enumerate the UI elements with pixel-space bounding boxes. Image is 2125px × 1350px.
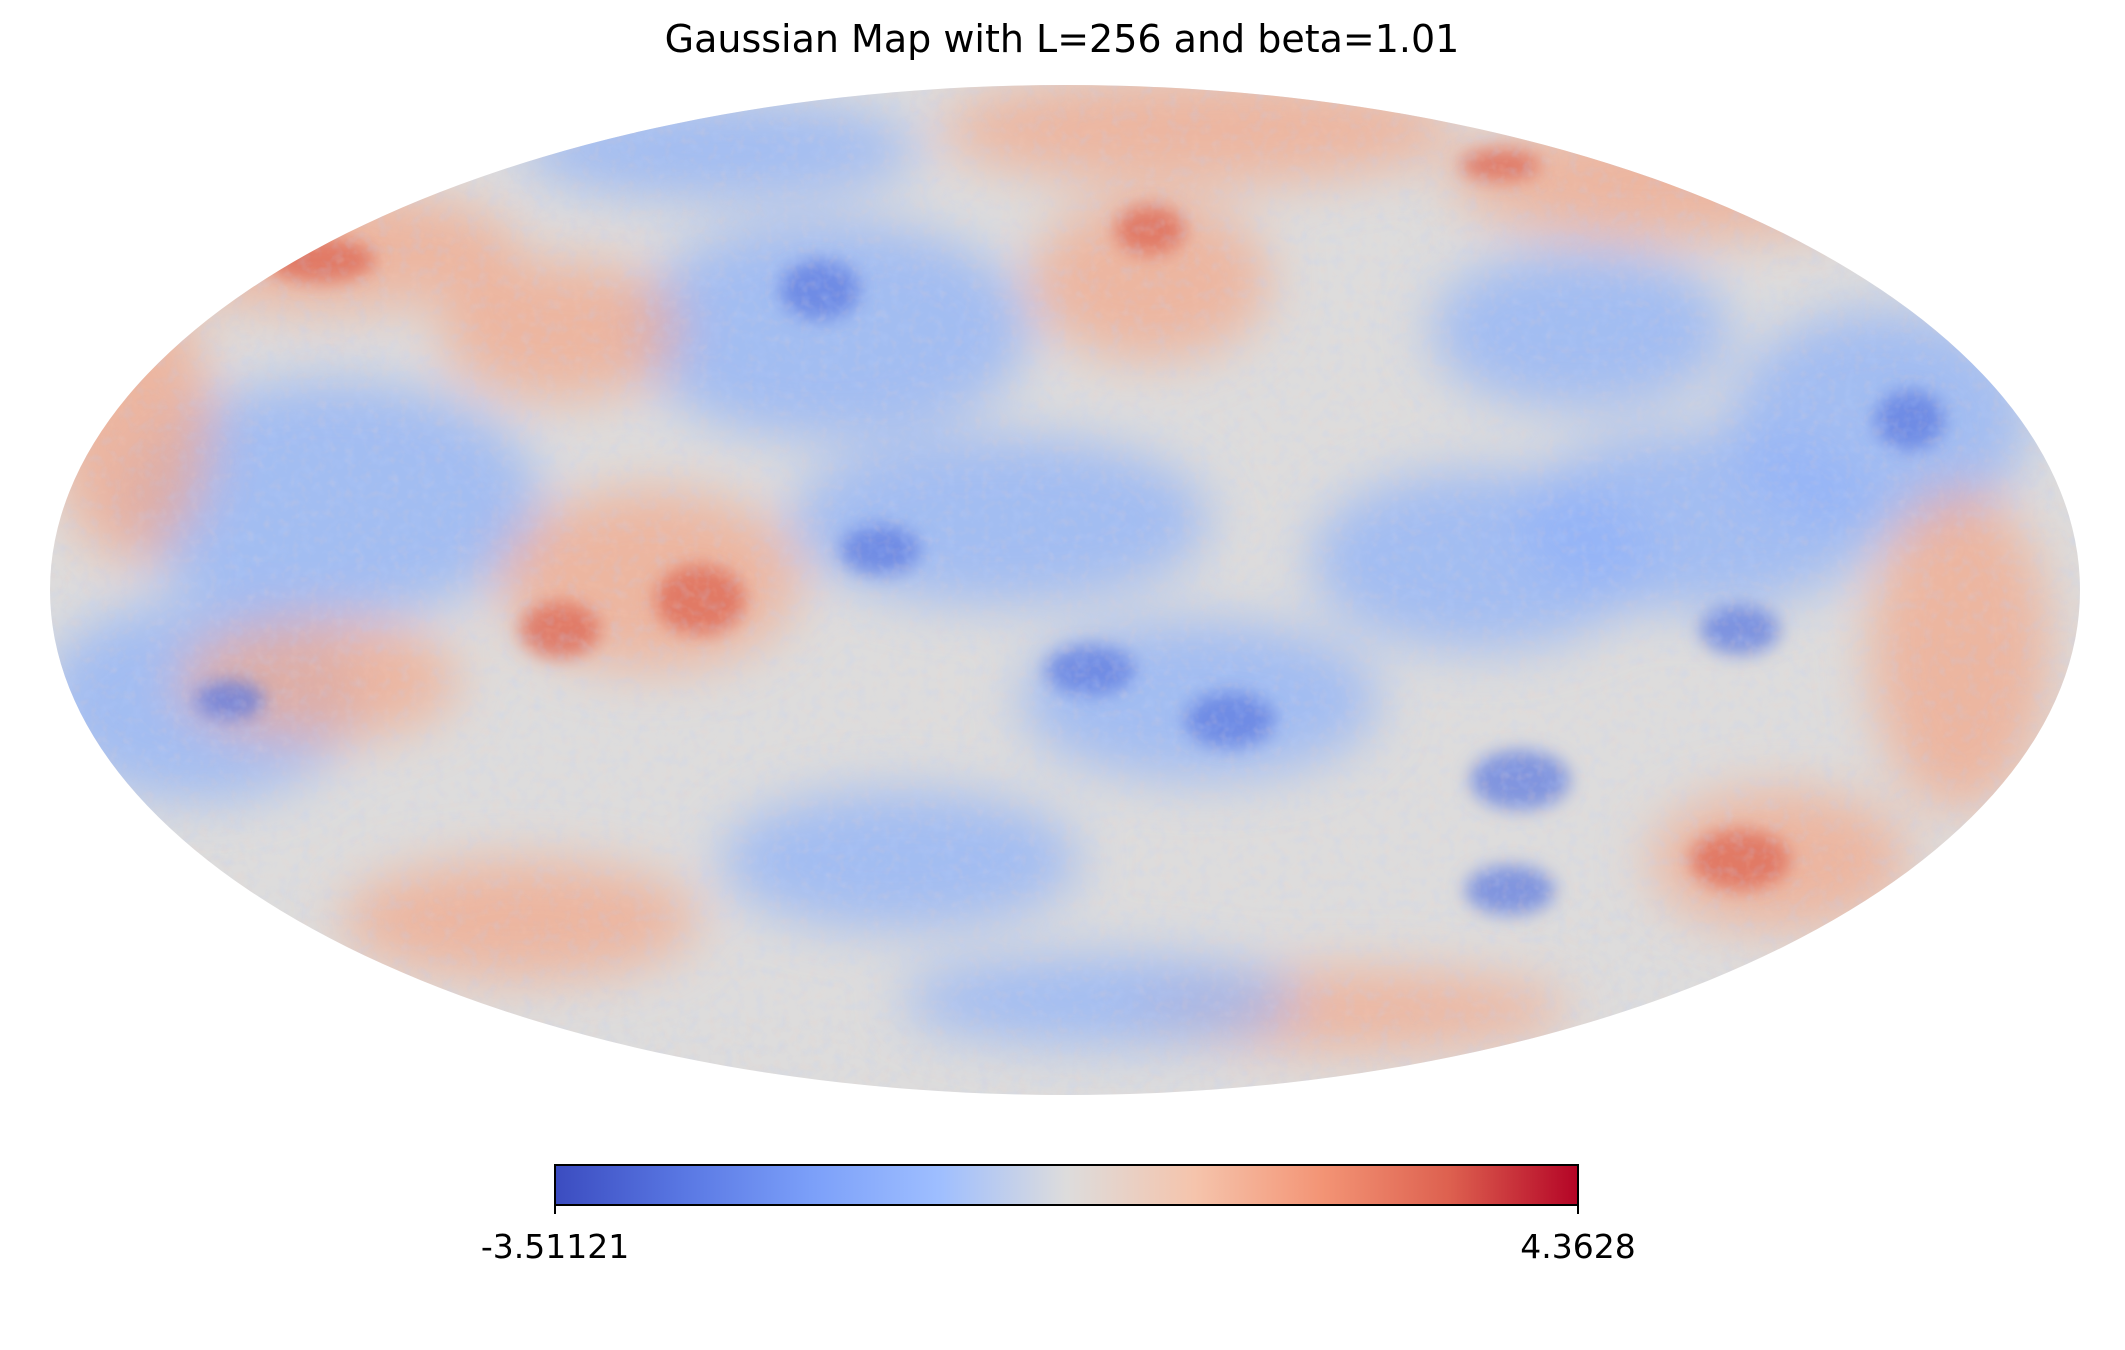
chart-title: Gaussian Map with L=256 and beta=1.01 [665, 17, 1460, 61]
map-texture-warm [50, 85, 2080, 1095]
colorbar [554, 1164, 1579, 1206]
colorbar-min-label: -3.51121 [481, 1227, 629, 1266]
colorbar-max-label: 4.3628 [1520, 1227, 1635, 1266]
mollweide-sky-map [50, 85, 2080, 1095]
